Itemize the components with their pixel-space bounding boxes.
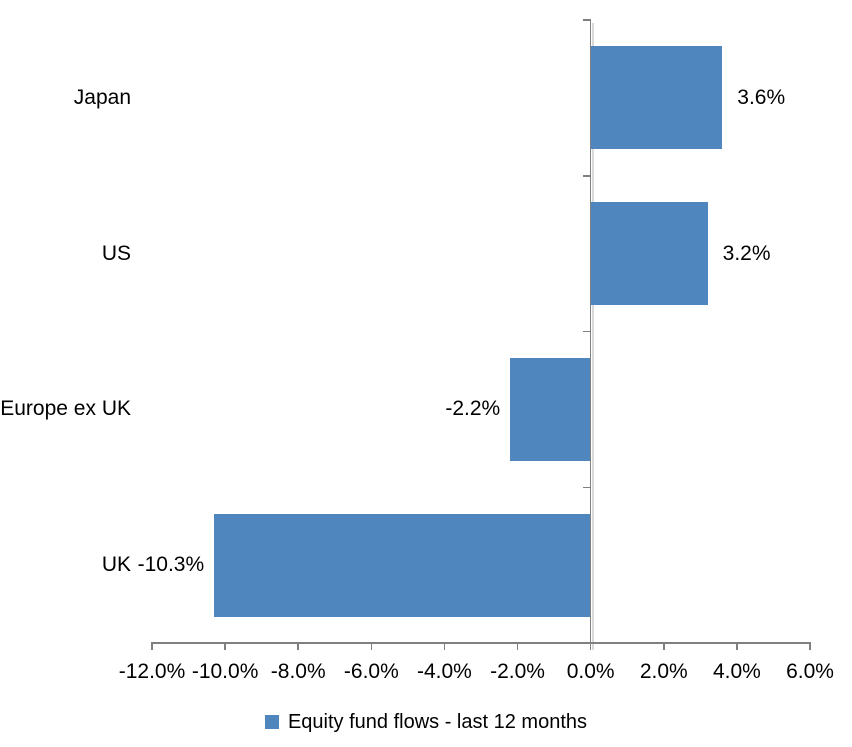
data-label-us: 3.2%	[722, 241, 771, 265]
x-tick-label: -12.0%	[118, 660, 186, 683]
legend-label: Equity fund flows - last 12 months	[287, 710, 588, 733]
category-axis-tick	[582, 642, 591, 644]
category-label-us: US	[101, 241, 131, 265]
data-label-japan: 3.6%	[737, 85, 786, 109]
bar-europe-ex-uk	[510, 357, 591, 461]
value-axis-line	[589, 20, 592, 650]
category-axis-tick	[582, 19, 591, 21]
category-label-japan: Japan	[73, 85, 131, 109]
category-axis-tick	[582, 330, 591, 333]
bar-japan	[590, 46, 723, 150]
value-axis-tick	[443, 643, 446, 650]
value-axis-tick	[736, 643, 738, 650]
category-label-europe-ex-uk: Europe ex UK	[0, 397, 131, 421]
value-axis-tick	[151, 643, 153, 650]
data-label-europe-ex-uk: -2.2%	[445, 397, 501, 421]
bar-uk	[214, 513, 591, 617]
x-tick-label: 2.0%	[639, 660, 688, 683]
x-tick-label: -4.0%	[417, 660, 472, 683]
value-axis-tick	[809, 643, 811, 650]
data-label-uk: -10.3%	[137, 553, 205, 577]
category-axis-tick	[582, 486, 591, 488]
value-axis-tick	[663, 643, 665, 650]
value-axis-tick	[516, 643, 519, 650]
x-tick-label: -2.0%	[490, 660, 545, 683]
x-tick-label: 0.0%	[566, 660, 615, 683]
x-tick-label: -8.0%	[270, 660, 326, 683]
x-tick-label: 4.0%	[712, 660, 761, 683]
category-axis-tick	[582, 175, 591, 177]
x-tick-label: 6.0%	[786, 660, 834, 683]
legend-color-swatch-icon	[264, 715, 279, 729]
category-label-uk: UK	[101, 553, 131, 577]
chart-legend: Equity fund flows - last 12 months	[0, 707, 852, 737]
bar-us	[590, 202, 708, 306]
value-axis-tick	[370, 643, 373, 650]
x-tick-label: -10.0%	[191, 660, 259, 683]
axis-shadow-line	[592, 23, 595, 650]
value-axis-tick	[297, 643, 299, 650]
x-tick-label: -6.0%	[343, 660, 399, 683]
value-axis-tick	[224, 643, 226, 650]
category-axis-line	[151, 642, 811, 644]
value-axis-tick	[589, 643, 592, 650]
